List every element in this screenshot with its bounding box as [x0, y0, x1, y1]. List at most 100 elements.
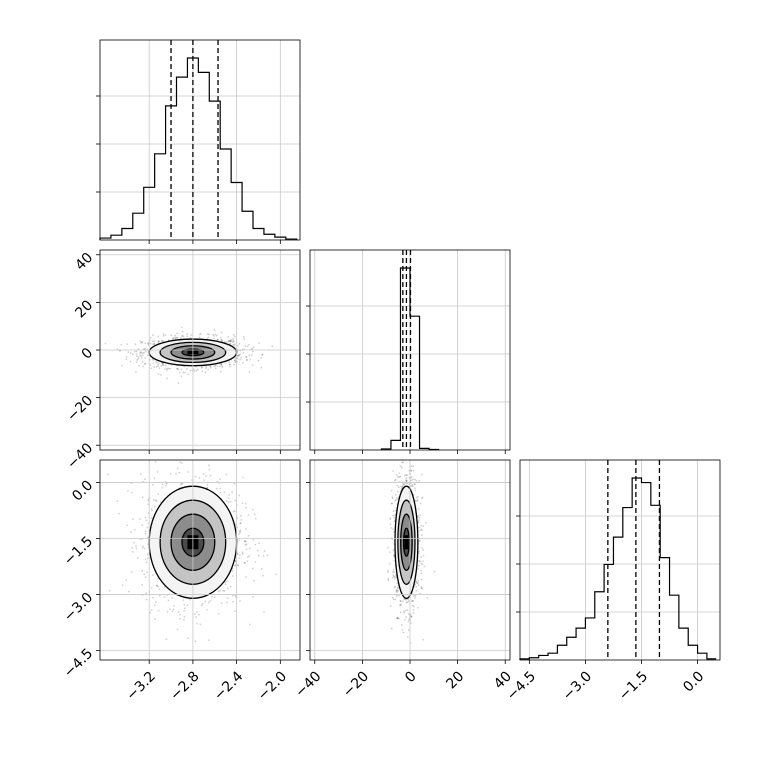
- sample-point: [416, 582, 419, 585]
- sample-point: [157, 373, 160, 375]
- histogram-step: [99, 57, 298, 240]
- sample-point: [406, 474, 408, 477]
- sample-point: [194, 475, 197, 478]
- sample-point: [420, 569, 423, 572]
- sample-point: [239, 358, 242, 361]
- sample-point: [245, 355, 248, 358]
- sample-point: [179, 336, 182, 339]
- sample-point: [417, 579, 420, 582]
- x-tick-label: −2.0: [255, 668, 290, 703]
- sample-point: [143, 547, 146, 550]
- sample-point: [389, 518, 392, 521]
- sample-point: [206, 483, 209, 486]
- sample-point: [186, 335, 189, 338]
- sample-point: [221, 339, 223, 342]
- sample-point: [214, 333, 217, 336]
- sample-point: [144, 362, 146, 365]
- sample-point: [175, 336, 178, 339]
- sample-point: [144, 532, 147, 535]
- sample-point: [242, 351, 245, 354]
- sample-point: [394, 478, 397, 481]
- sample-point: [410, 622, 412, 624]
- sample-point: [215, 487, 218, 490]
- sample-point: [229, 340, 232, 342]
- sample-point: [400, 603, 402, 606]
- sample-point: [182, 371, 185, 374]
- sample-point: [417, 526, 420, 529]
- sample-point: [136, 355, 138, 358]
- sample-point: [178, 371, 181, 374]
- sample-point: [243, 338, 246, 340]
- sample-point: [396, 591, 399, 594]
- sample-point: [411, 454, 413, 456]
- sample-point: [405, 609, 407, 612]
- sample-point: [172, 608, 175, 611]
- sample-point: [251, 567, 254, 570]
- sample-point: [143, 351, 145, 354]
- sample-point: [236, 553, 239, 555]
- sample-point: [146, 354, 149, 357]
- sample-point: [163, 596, 166, 598]
- sample-point: [416, 500, 419, 502]
- sample-point: [252, 346, 255, 349]
- scatter-panel-0-2: [106, 460, 277, 643]
- sample-point: [152, 359, 155, 361]
- sample-point: [233, 482, 236, 485]
- sample-point: [205, 365, 207, 368]
- sample-point: [183, 607, 186, 610]
- sample-point: [392, 531, 395, 533]
- sample-point: [141, 341, 144, 344]
- sample-point: [228, 340, 231, 343]
- sample-point: [183, 609, 186, 612]
- sample-point: [133, 350, 136, 353]
- sample-point: [231, 594, 234, 597]
- sample-point: [234, 499, 237, 502]
- sample-point: [392, 470, 395, 472]
- sample-point: [228, 340, 231, 342]
- sample-point: [178, 471, 181, 474]
- sample-point: [144, 350, 147, 353]
- sample-point: [416, 606, 419, 609]
- sample-point: [416, 498, 419, 501]
- sample-point: [223, 491, 226, 494]
- sample-point: [196, 622, 198, 625]
- sample-point: [420, 586, 423, 589]
- sample-point: [422, 525, 425, 528]
- sample-point: [226, 500, 228, 502]
- sample-point: [150, 508, 153, 510]
- sample-point: [390, 627, 393, 630]
- sample-point: [215, 334, 218, 337]
- y-tick-label: −20: [64, 393, 96, 425]
- sample-point: [167, 599, 170, 602]
- sample-point: [232, 343, 235, 346]
- sample-point: [401, 486, 403, 489]
- sample-point: [421, 534, 423, 536]
- sample-point: [156, 584, 158, 587]
- sample-point: [157, 340, 160, 342]
- sample-point: [394, 598, 397, 601]
- sample-point: [239, 353, 242, 356]
- sample-point: [149, 611, 152, 614]
- sample-point: [418, 539, 421, 542]
- sample-point: [219, 365, 221, 368]
- sample-point: [389, 523, 392, 526]
- sample-point: [106, 473, 109, 476]
- sample-point: [410, 469, 412, 472]
- sample-point: [402, 600, 404, 603]
- sample-point: [161, 362, 164, 365]
- sample-point: [172, 337, 175, 340]
- sample-point: [139, 352, 141, 354]
- sample-point: [135, 370, 137, 373]
- sample-point: [157, 362, 160, 365]
- sample-point: [403, 618, 406, 621]
- sample-point: [231, 341, 234, 344]
- sample-point: [209, 599, 212, 602]
- sample-point: [186, 604, 189, 607]
- sample-point: [258, 542, 260, 545]
- x-tick-label: 0.0: [680, 668, 707, 695]
- sample-point: [262, 555, 265, 557]
- sample-point: [213, 337, 215, 340]
- sample-point: [141, 354, 144, 357]
- sample-point: [232, 600, 235, 603]
